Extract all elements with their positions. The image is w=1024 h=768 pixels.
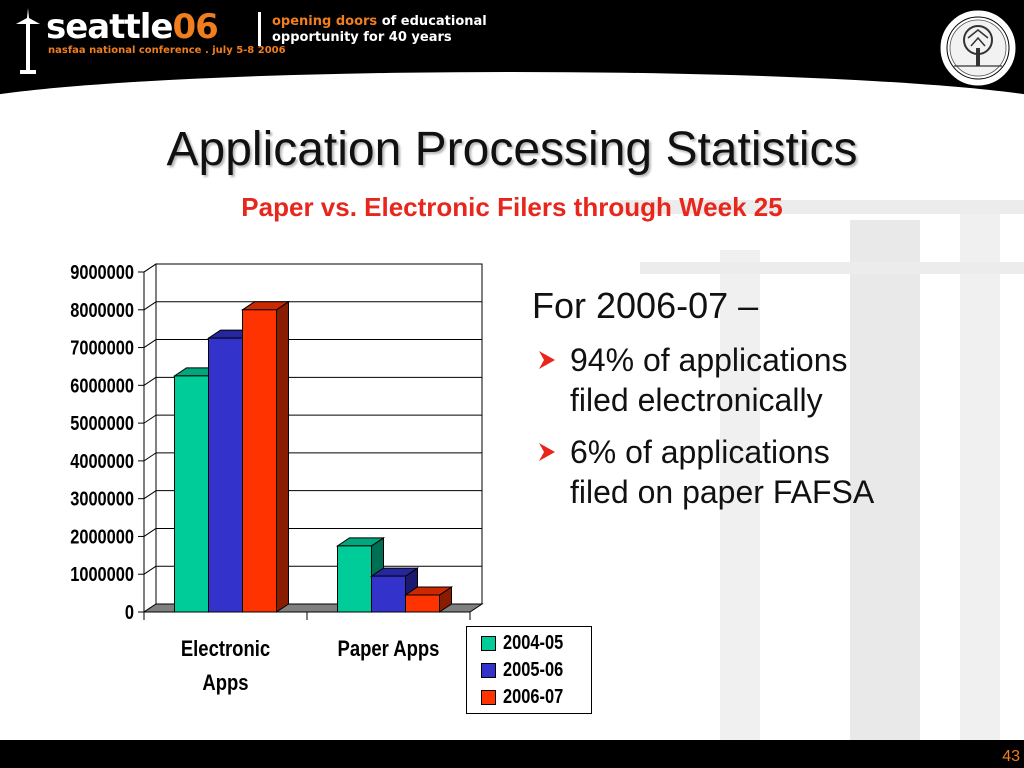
x-category-label: Apps	[202, 672, 248, 696]
slide-title: Application Processing Statistics	[166, 123, 858, 176]
brand-logo-text: seattle06	[46, 7, 219, 47]
background-arch	[640, 262, 1024, 274]
background-pillar	[960, 200, 1000, 760]
y-tick-label: 4000000	[70, 449, 134, 472]
bullet-line: 94% of applications	[570, 342, 848, 378]
gridline	[143, 565, 157, 575]
bullet-line: filed on paper FAFSA	[570, 474, 875, 510]
legend-label: 2006-07	[503, 686, 564, 708]
y-tick-label: 3000000	[70, 487, 134, 510]
bar	[337, 545, 372, 613]
legend-item: 2004-05	[481, 631, 591, 655]
y-tick-label: 6000000	[70, 374, 134, 397]
legend-item: 2006-07	[481, 685, 591, 709]
gridline	[143, 414, 157, 424]
summary-heading: For 2006-07 –	[532, 285, 759, 326]
background-pillar	[720, 250, 760, 750]
footer-bar	[0, 740, 1024, 768]
bar-chart: 0 1000000 2000000 3000000 4000000 5000000 6000…	[70, 262, 484, 696]
space-needle-icon	[16, 8, 40, 74]
gridline	[143, 301, 157, 311]
chart-side-wall	[143, 263, 157, 613]
bar-side	[276, 300, 289, 613]
legend-swatch	[481, 690, 496, 705]
tagline-line-2: opportunity for 40 years	[272, 30, 452, 45]
gridline	[143, 528, 157, 537]
bar	[174, 375, 209, 613]
page-number: 43	[1002, 748, 1020, 765]
legend-item: 2005-06	[481, 658, 591, 682]
gridline	[143, 452, 157, 462]
background-arch	[620, 200, 1024, 214]
bullet-item: 6% of applications filed on paper FAFSA	[532, 432, 992, 512]
arrow-bullet-icon	[539, 351, 555, 369]
y-tick-label: 1000000	[70, 563, 134, 586]
summary-text: For 2006-07 – 94% of applications filed …	[532, 284, 992, 512]
legend-label: 2005-06	[503, 659, 564, 681]
y-tick-label: 7000000	[70, 336, 134, 359]
x-category-label: Electronic	[181, 638, 270, 662]
x-category-label: Paper Apps	[338, 638, 440, 662]
chart-legend: 2004-05 2005-06 2006-07	[466, 626, 592, 714]
department-seal-icon	[939, 9, 1017, 87]
tagline-line-1: opening doors of educational	[272, 14, 487, 29]
bar	[242, 309, 277, 613]
slide-subtitle: Paper vs. Electronic Filers through Week…	[241, 192, 783, 222]
y-tick-label: 2000000	[70, 525, 134, 548]
brand-year: 06	[172, 7, 218, 47]
gridline	[143, 339, 157, 348]
header-banner: seattle06 nasfaa national conference . j…	[0, 0, 1024, 110]
legend-swatch	[481, 636, 496, 651]
bullet-item: 94% of applications filed electronically	[532, 340, 992, 420]
y-tick-label: 9000000	[70, 262, 134, 283]
background-pillar	[850, 220, 920, 760]
y-tick-label: 0	[125, 600, 134, 623]
bar	[208, 337, 243, 613]
bar	[405, 594, 440, 613]
y-tick-label: 8000000	[70, 298, 134, 321]
brand-subtitle: nasfaa national conference . july 5-8 20…	[48, 45, 286, 56]
gridline	[143, 490, 157, 500]
bullet-line: 6% of applications	[570, 434, 830, 470]
legend-swatch	[481, 663, 496, 678]
gridline	[143, 263, 157, 273]
legend-label: 2004-05	[503, 632, 564, 654]
bullet-line: filed electronically	[570, 382, 823, 418]
tagline-highlight: opening doors	[272, 14, 378, 29]
bar	[371, 575, 406, 613]
tagline-rest: of educational	[377, 14, 487, 29]
brand-separator	[258, 12, 261, 46]
brand-name: seattle	[46, 7, 173, 47]
header-curve	[0, 72, 1024, 110]
y-tick-label: 5000000	[70, 412, 134, 435]
gridline	[143, 376, 157, 386]
arrow-bullet-icon	[539, 443, 555, 461]
